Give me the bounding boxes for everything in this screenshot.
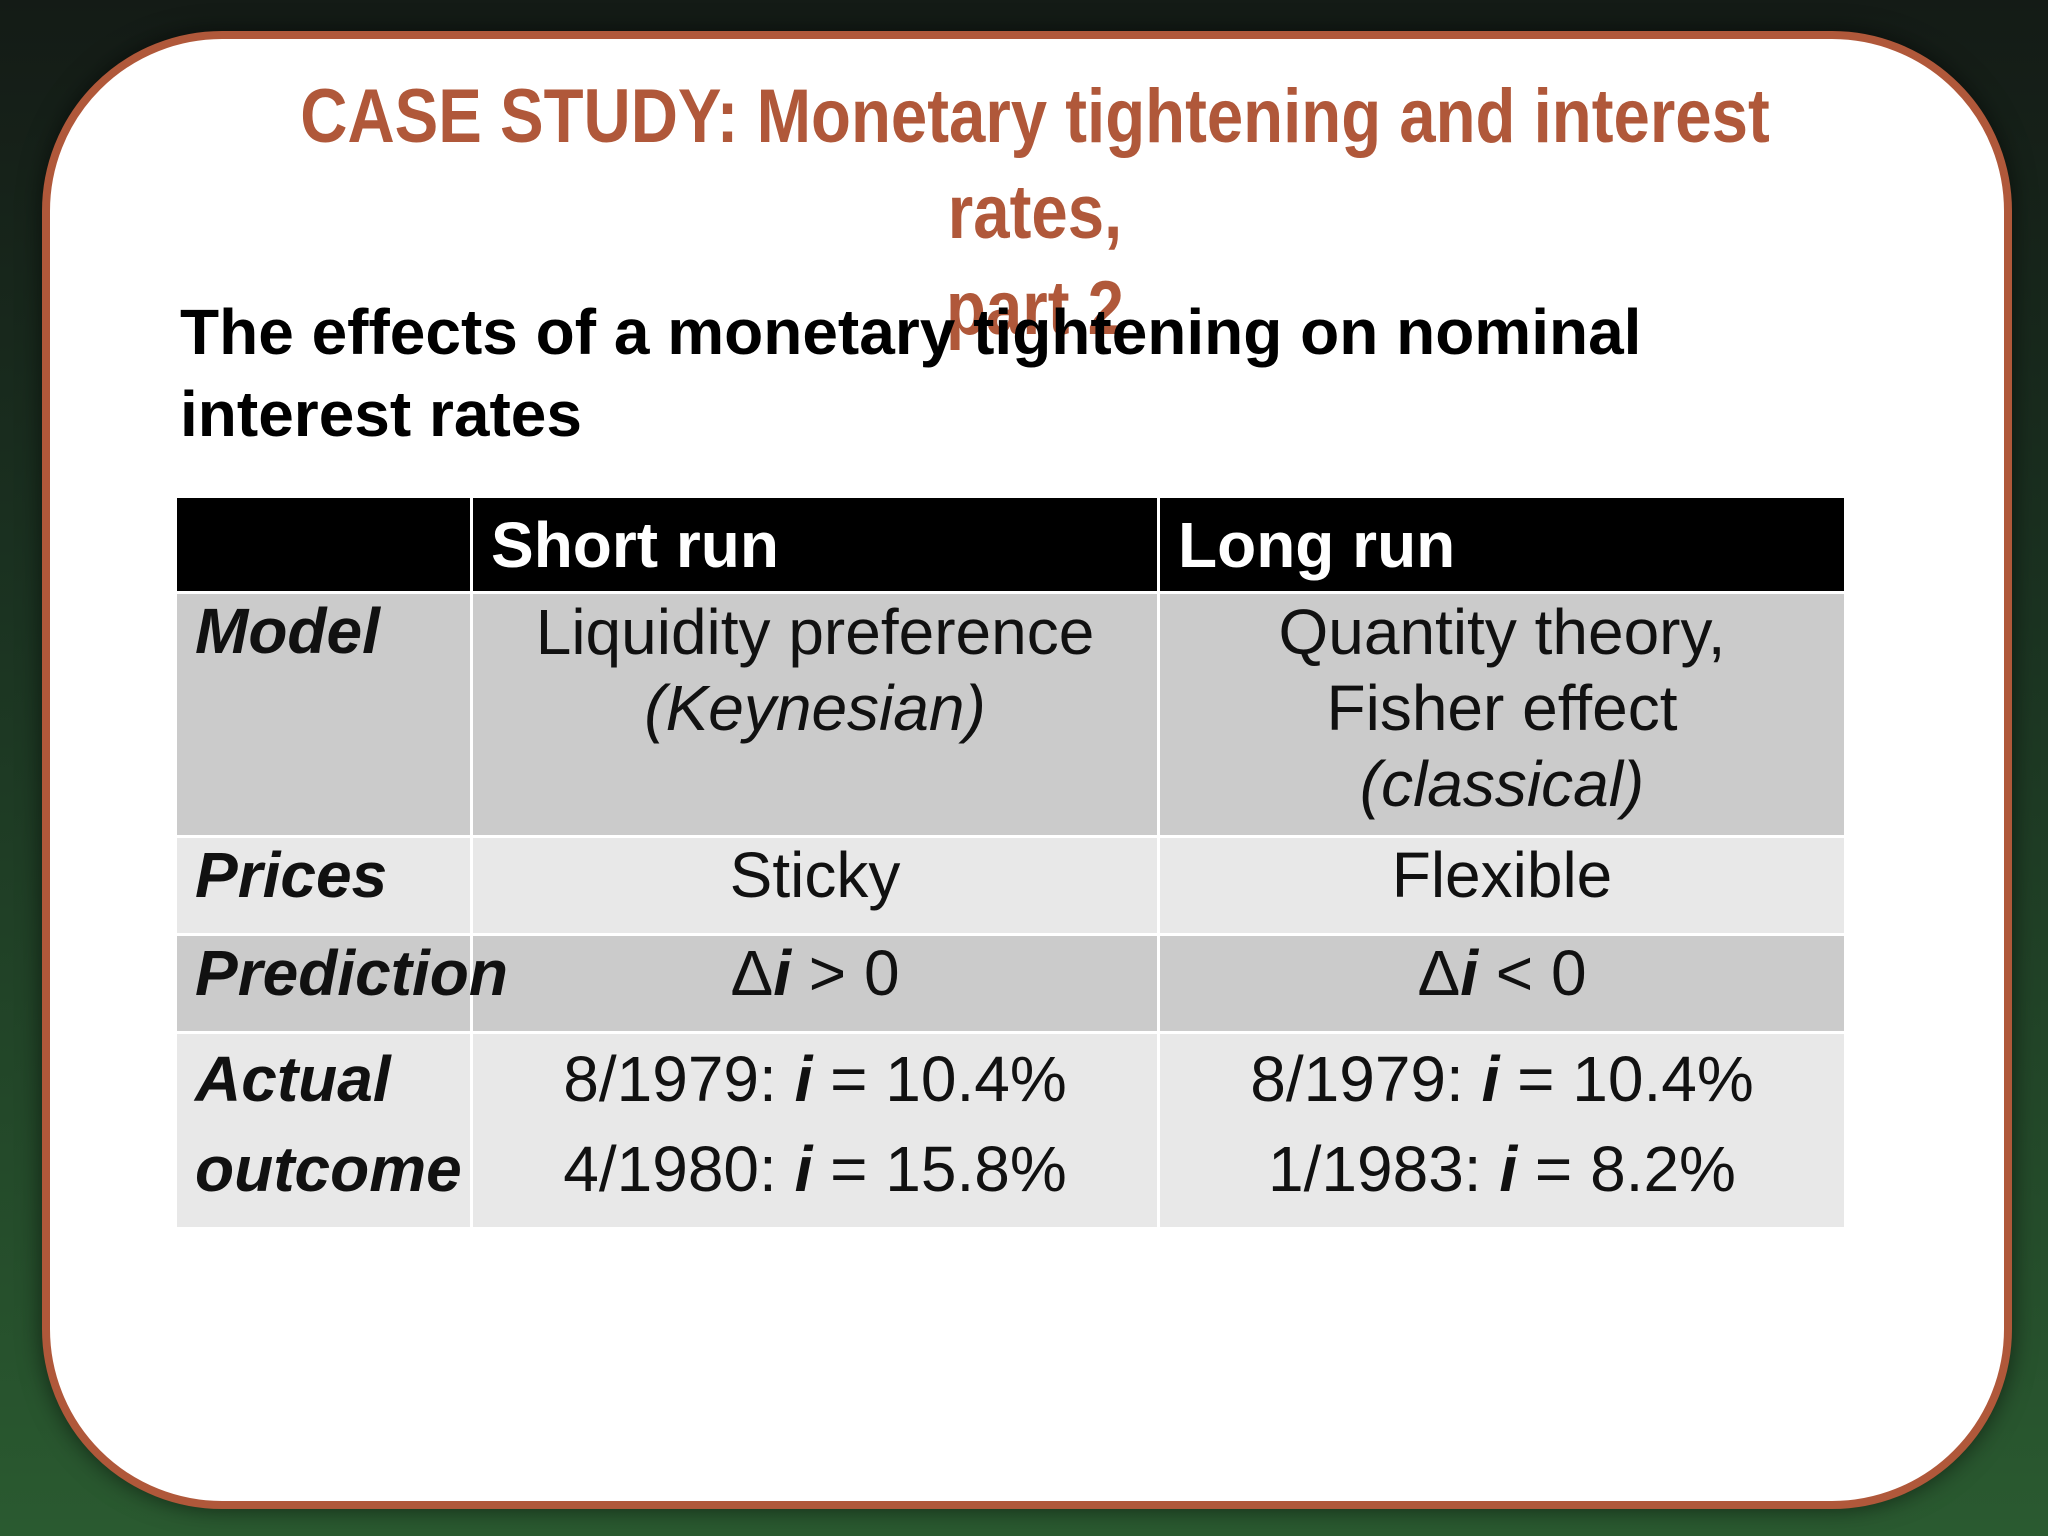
- cell-model-short: Liquidity preference (Keynesian): [470, 591, 1160, 838]
- model-short-line-2: (Keynesian): [644, 672, 986, 744]
- actual-date: 8/1979:: [563, 1043, 795, 1115]
- interest-var: i: [1481, 1043, 1500, 1115]
- table-row-prices: Prices Sticky Flexible: [174, 835, 1847, 936]
- actual-value: = 10.4%: [812, 1043, 1067, 1115]
- actual-date: 1/1983:: [1268, 1133, 1500, 1205]
- slide-card: CASE STUDY: Monetary tightening and inte…: [42, 31, 2012, 1509]
- model-long-line-2: Fisher effect: [1326, 672, 1678, 744]
- delta-symbol: Δ: [1417, 937, 1461, 1009]
- cell-actual-short: 8/1979: i = 10.4% 4/1980: i = 15.8%: [470, 1031, 1160, 1230]
- actual-value: = 15.8%: [812, 1133, 1067, 1205]
- actual-short-line-2: 4/1980: i = 15.8%: [491, 1124, 1139, 1214]
- subtitle-line-2: interest rates: [180, 378, 582, 450]
- model-short-line-1: Liquidity preference: [535, 596, 1095, 668]
- interest-var: i: [773, 937, 791, 1009]
- prediction-long-relation: < 0: [1478, 937, 1587, 1009]
- slide-title: CASE STUDY: Monetary tightening and inte…: [257, 69, 1814, 357]
- actual-date: 8/1979:: [1250, 1043, 1482, 1115]
- interest-var: i: [794, 1133, 813, 1205]
- prediction-short-relation: > 0: [791, 937, 900, 1009]
- interest-var: i: [1499, 1133, 1518, 1205]
- actual-long-line-1: 8/1979: i = 10.4%: [1178, 1034, 1826, 1124]
- actual-date: 4/1980:: [563, 1133, 795, 1205]
- cell-prediction-short: Δi > 0: [470, 933, 1160, 1034]
- comparison-table: Short run Long run Model Liquidity prefe…: [174, 495, 1847, 1230]
- actual-label-line-2: outcome: [195, 1133, 462, 1205]
- actual-long-line-2: 1/1983: i = 8.2%: [1178, 1124, 1826, 1214]
- subtitle-line-1: The effects of a monetary tightening on …: [180, 296, 1642, 368]
- cell-prices-short: Sticky: [470, 835, 1160, 936]
- actual-value: = 10.4%: [1499, 1043, 1754, 1115]
- row-label-prediction: Prediction: [174, 933, 508, 1034]
- row-label-prices: Prices: [174, 835, 473, 936]
- header-empty-cell: [174, 495, 473, 594]
- slide-subtitle: The effects of a monetary tightening on …: [180, 291, 1880, 455]
- cell-actual-long: 8/1979: i = 10.4% 1/1983: i = 8.2%: [1157, 1031, 1847, 1230]
- actual-short-line-1: 8/1979: i = 10.4%: [491, 1034, 1139, 1124]
- delta-symbol: Δ: [730, 937, 774, 1009]
- table-row-actual: Actual outcome 8/1979: i = 10.4% 4/1980:…: [174, 1031, 1847, 1230]
- table-row-prediction: Prediction Δi > 0 Δi < 0: [174, 933, 1847, 1034]
- table-header-row: Short run Long run: [174, 495, 1847, 594]
- table-row-model: Model Liquidity preference (Keynesian) Q…: [174, 591, 1847, 838]
- cell-model-long: Quantity theory, Fisher effect (classica…: [1157, 591, 1847, 838]
- header-short-run: Short run: [470, 495, 1160, 594]
- title-line-2: part 2: [946, 266, 1124, 351]
- cell-prediction-long: Δi < 0: [1157, 933, 1847, 1034]
- header-long-run: Long run: [1157, 495, 1847, 594]
- actual-label-line-1: Actual: [195, 1043, 391, 1115]
- row-label-model: Model: [174, 591, 473, 838]
- interest-var: i: [1460, 937, 1478, 1009]
- model-long-line-3: (classical): [1359, 748, 1645, 820]
- interest-var: i: [794, 1043, 813, 1115]
- row-label-actual: Actual outcome: [174, 1031, 473, 1230]
- title-line-1: CASE STUDY: Monetary tightening and inte…: [300, 74, 1770, 255]
- model-long-line-1: Quantity theory,: [1278, 596, 1726, 668]
- cell-prices-long: Flexible: [1157, 835, 1847, 936]
- actual-value: = 8.2%: [1517, 1133, 1736, 1205]
